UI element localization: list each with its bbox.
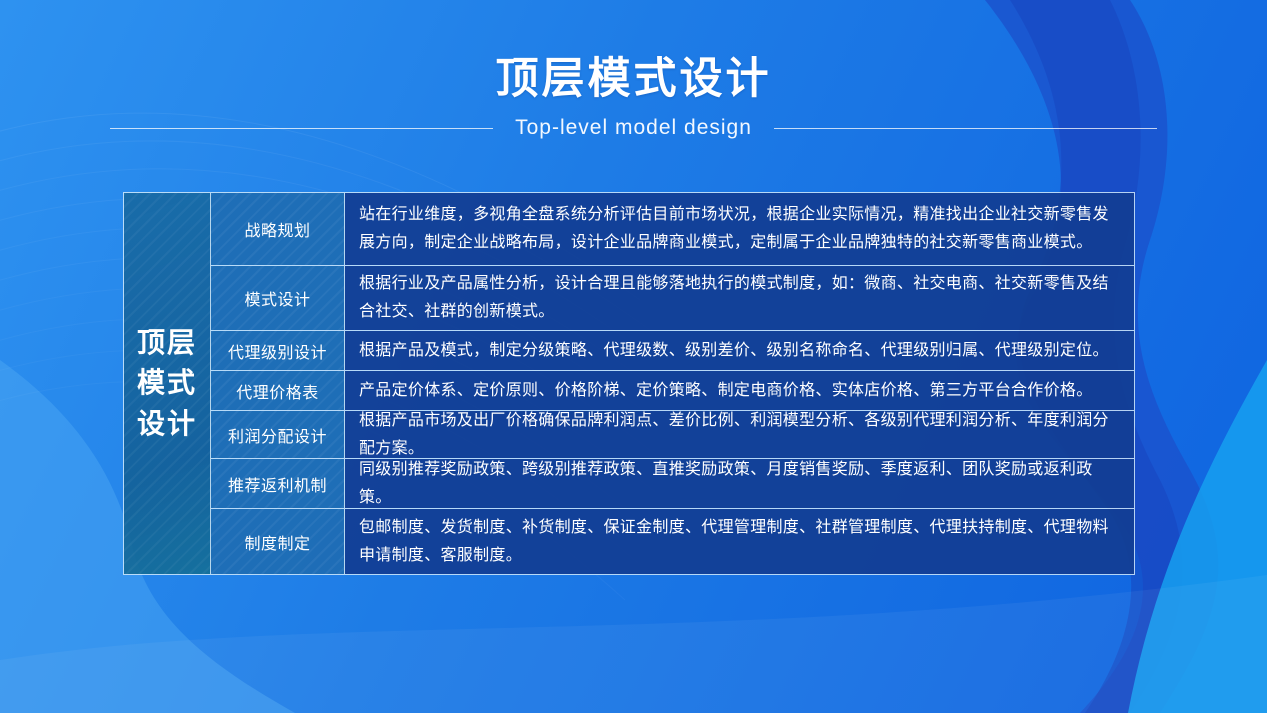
- row-label: 代理价格表: [211, 371, 345, 410]
- table-side-header: 顶层 模式 设计: [124, 193, 211, 574]
- feature-table: 顶层 模式 设计 战略规划 站在行业维度，多视角全盘系统分析评估目前市场状况，根…: [123, 192, 1135, 575]
- cyan-corner-shape: [1128, 360, 1267, 713]
- table-row: 代理价格表 产品定价体系、定价原则、价格阶梯、定价策略、制定电商价格、实体店价格…: [211, 371, 1134, 411]
- table-row: 推荐返利机制 同级别推荐奖励政策、跨级别推荐政策、直推奖励政策、月度销售奖励、季…: [211, 459, 1134, 509]
- row-content: 根据产品市场及出厂价格确保品牌利润点、差价比例、利润模型分析、各级别代理利润分析…: [345, 411, 1134, 458]
- divider-line-right: [773, 127, 1158, 129]
- page-title: 顶层模式设计: [495, 55, 772, 103]
- page-subtitle: Top-level model design: [515, 116, 752, 139]
- table-row: 模式设计 根据行业及产品属性分析，设计合理且能够落地执行的模式制度，如：微商、社…: [211, 266, 1134, 331]
- row-content: 站在行业维度，多视角全盘系统分析评估目前市场状况，根据企业实际情况，精准找出企业…: [345, 193, 1134, 265]
- row-content: 根据产品及模式，制定分级策略、代理级数、级别差价、级别名称命名、代理级别归属、代…: [345, 331, 1134, 370]
- row-label: 制度制定: [211, 509, 345, 574]
- row-content: 根据行业及产品属性分析，设计合理且能够落地执行的模式制度，如：微商、社交电商、社…: [345, 266, 1134, 330]
- divider-line-left: [110, 127, 494, 129]
- row-label: 模式设计: [211, 266, 345, 330]
- light-band-shape: [0, 575, 1267, 713]
- subtitle-row: Top-level model design: [110, 114, 1158, 142]
- row-label: 推荐返利机制: [211, 459, 345, 508]
- row-label: 战略规划: [211, 193, 345, 265]
- row-label: 利润分配设计: [211, 411, 345, 458]
- row-content: 产品定价体系、定价原则、价格阶梯、定价策略、制定电商价格、实体店价格、第三方平台…: [345, 371, 1134, 410]
- table-row: 战略规划 站在行业维度，多视角全盘系统分析评估目前市场状况，根据企业实际情况，精…: [211, 193, 1134, 266]
- table-row: 利润分配设计 根据产品市场及出厂价格确保品牌利润点、差价比例、利润模型分析、各级…: [211, 411, 1134, 459]
- table-rows: 战略规划 站在行业维度，多视角全盘系统分析评估目前市场状况，根据企业实际情况，精…: [211, 193, 1134, 574]
- table-row: 制度制定 包邮制度、发货制度、补货制度、保证金制度、代理管理制度、社群管理制度、…: [211, 509, 1134, 574]
- table-row: 代理级别设计 根据产品及模式，制定分级策略、代理级数、级别差价、级别名称命名、代…: [211, 331, 1134, 371]
- row-content: 同级别推荐奖励政策、跨级别推荐政策、直推奖励政策、月度销售奖励、季度返利、团队奖…: [345, 459, 1134, 508]
- slide-header: 顶层模式设计: [0, 55, 1267, 103]
- row-content: 包邮制度、发货制度、补货制度、保证金制度、代理管理制度、社群管理制度、代理扶持制…: [345, 509, 1134, 574]
- row-label: 代理级别设计: [211, 331, 345, 370]
